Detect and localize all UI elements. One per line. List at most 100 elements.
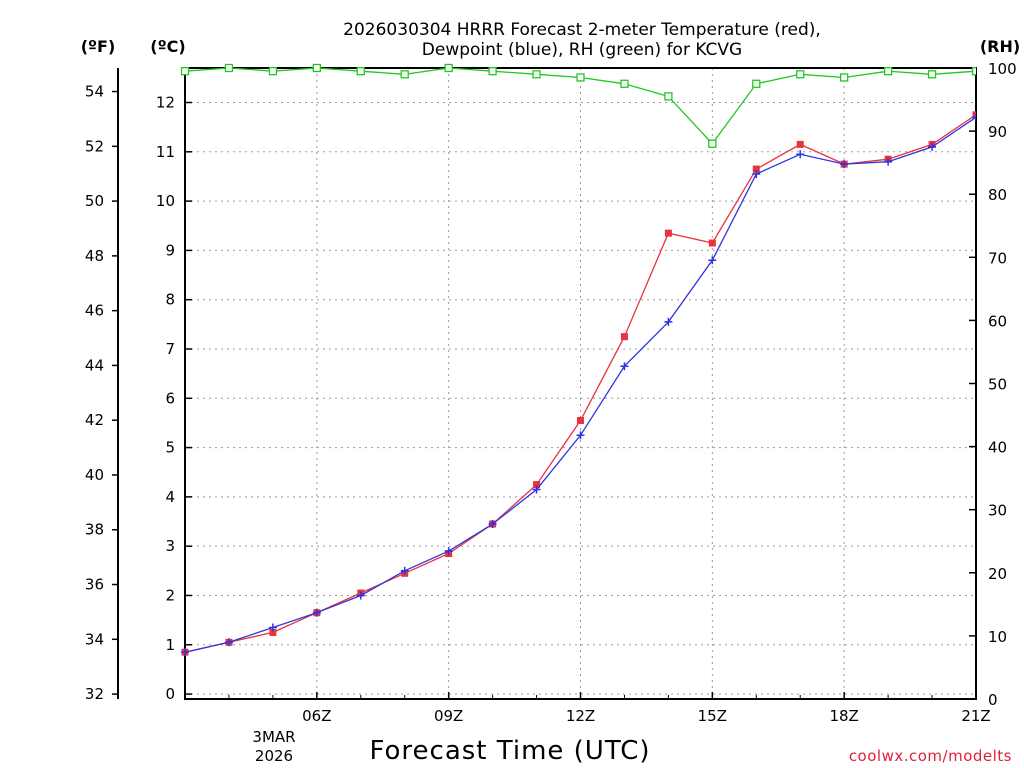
temperature-point <box>752 165 760 173</box>
fahrenheit-tick-label: 48 <box>85 247 104 265</box>
celsius-tick-label: 12 <box>156 94 175 112</box>
dewpoint-point <box>268 623 277 632</box>
dewpoint-line <box>184 116 976 653</box>
dewpoint-point <box>356 591 365 600</box>
temperature-series <box>181 111 976 656</box>
rh-tick-label: 80 <box>988 186 1007 204</box>
temperature-point <box>708 239 716 247</box>
fahrenheit-tick-label: 40 <box>85 466 104 484</box>
fahrenheit-tick-label: 32 <box>85 685 104 703</box>
dewpoint-point <box>444 547 453 556</box>
fahrenheit-tick-label: 42 <box>85 411 104 429</box>
rh-point <box>796 70 805 79</box>
rh-tick-label: 10 <box>988 628 1007 646</box>
dewpoint-point <box>400 566 409 575</box>
rh-point <box>224 63 234 73</box>
x-tick-label: 18Z <box>829 707 858 725</box>
fahrenheit-tick-label: 38 <box>85 521 104 539</box>
rh-point <box>356 67 365 76</box>
rh-tick-label: 30 <box>988 502 1007 520</box>
rh-tick-label: 40 <box>988 439 1007 457</box>
chart-title-line-1: 2026030304 HRRR Forecast 2-meter Tempera… <box>343 20 821 40</box>
rh-point <box>488 67 497 76</box>
celsius-tick-label: 7 <box>165 340 175 358</box>
rh-tick-label: 70 <box>988 249 1007 267</box>
celsius-tick-label: 5 <box>165 439 175 457</box>
dewpoint-point <box>796 150 805 159</box>
x-tick-label: 06Z <box>302 707 331 725</box>
dewpoint-point <box>181 648 189 657</box>
celsius-tick-label: 1 <box>165 636 175 654</box>
rh-unit-label: (RH) <box>980 37 1020 56</box>
celsius-unit-label: (ºC) <box>150 37 185 56</box>
x-tick-label: 12Z <box>566 707 595 725</box>
dewpoint-point <box>884 157 893 166</box>
temperature-point <box>269 628 277 636</box>
date-label-year: 2026 <box>255 747 293 765</box>
fahrenheit-tick-label: 52 <box>85 137 104 155</box>
temperature-point <box>972 111 976 119</box>
relative-humidity-line <box>184 67 976 145</box>
x-tick-label: 15Z <box>698 707 727 725</box>
celsius-tick-label: 9 <box>165 241 175 259</box>
dewpoint-point <box>488 519 497 528</box>
credit-text: coolwx.com/modelts <box>849 747 1012 765</box>
dewpoint-point <box>312 608 321 617</box>
celsius-tick-label: 3 <box>165 537 175 555</box>
rh-point <box>971 67 976 76</box>
dewpoint-point <box>708 256 717 265</box>
fahrenheit-tick-label: 44 <box>85 356 104 374</box>
rh-point <box>444 63 453 73</box>
rh-point <box>400 70 409 79</box>
celsius-tick-label: 4 <box>165 488 175 506</box>
dewpoint-point <box>576 431 585 440</box>
temperature-point <box>620 333 628 341</box>
celsius-tick-label: 6 <box>165 389 175 407</box>
temperature-point <box>796 140 804 148</box>
temperature-line <box>184 114 976 653</box>
dewpoint-point <box>752 169 761 178</box>
rh-tick-label: 0 <box>988 691 998 709</box>
temperature-point <box>664 229 672 237</box>
rh-point <box>708 139 717 148</box>
rh-point <box>620 79 629 88</box>
rh-point <box>752 79 761 88</box>
fahrenheit-unit-label: (ºF) <box>81 37 116 56</box>
fahrenheit-tick-label: 54 <box>85 83 104 101</box>
fahrenheit-tick-label: 34 <box>85 630 104 648</box>
dewpoint-point <box>928 142 937 151</box>
rh-point <box>883 67 893 76</box>
dewpoint-point <box>532 485 541 494</box>
rh-point <box>840 73 849 82</box>
celsius-tick-label: 8 <box>165 291 175 309</box>
celsius-tick-label: 0 <box>165 685 175 703</box>
date-label-day-month: 3MAR <box>252 728 295 746</box>
celsius-tick-label: 11 <box>156 143 175 161</box>
rh-tick-label: 90 <box>988 123 1007 141</box>
chart-title-line-2: Dewpoint (blue), RH (green) for KCVG <box>422 40 742 60</box>
x-axis-label: Forecast Time (UTC) <box>369 736 650 766</box>
dewpoint-point <box>972 113 976 122</box>
x-tick-label: 09Z <box>434 707 463 725</box>
dewpoint-point <box>620 362 629 371</box>
dewpoint-point <box>224 638 233 647</box>
rh-tick-label: 20 <box>988 565 1007 583</box>
rh-point <box>576 73 585 82</box>
rh-tick-label: 60 <box>988 312 1007 330</box>
rh-point <box>180 67 190 76</box>
temperature-point <box>533 481 541 489</box>
dewpoint-series <box>181 113 976 657</box>
rh-tick-label: 50 <box>988 376 1007 394</box>
data-series <box>180 63 976 657</box>
rh-tick-label: 100 <box>988 60 1017 78</box>
celsius-tick-label: 10 <box>156 192 175 210</box>
relative-humidity-series <box>180 63 976 148</box>
celsius-tick-label: 2 <box>165 586 175 604</box>
fahrenheit-tick-label: 36 <box>85 576 104 594</box>
rh-point <box>268 67 278 76</box>
rh-point <box>532 70 541 79</box>
x-tick-label: 21Z <box>961 707 990 725</box>
temperature-point <box>577 416 584 424</box>
